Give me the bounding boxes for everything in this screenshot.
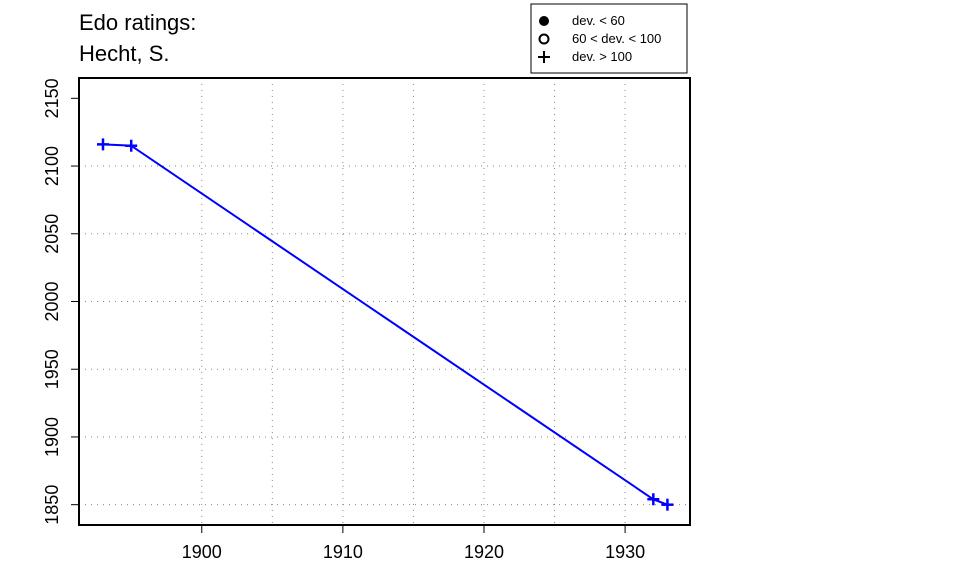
grid [79,78,690,525]
y-axis: 1850 1900 1950 2000 2050 2100 2150 [42,78,79,525]
chart-title-line-1: Edo ratings: [79,10,196,35]
x-tick-label-1910: 1910 [323,542,363,562]
chart-title-line-2: Hecht, S. [79,41,169,66]
series-layer [96,138,674,511]
x-tick-label-1930: 1930 [605,542,645,562]
data-point-plus-icon-3 [647,493,660,506]
y-tick-label-2000: 2000 [42,281,62,321]
plot-frame [78,77,691,526]
y-tick-label-1850: 1850 [42,485,62,525]
x-tick-label-1900: 1900 [182,542,222,562]
legend-marker-plus-icon [538,51,550,63]
legend-marker-filled-circle-icon [539,16,549,26]
legend-label-dev-60-100: 60 < dev. < 100 [572,31,661,46]
data-point-plus-icon-1 [96,138,109,151]
legend-label-dev-lt-60: dev. < 60 [572,13,625,28]
y-tick-label-1950: 1950 [42,349,62,389]
y-tick-label-2150: 2150 [42,78,62,118]
legend: dev. < 60 60 < dev. < 100 dev. > 100 [530,3,688,74]
y-tick-label-2050: 2050 [42,214,62,254]
legend-marker-open-circle-icon [538,33,550,45]
x-tick-label-1920: 1920 [464,542,504,562]
series-line-0 [102,143,668,506]
data-point-plus-icon-4 [661,498,674,511]
data-point-plus-icon-2 [125,139,138,152]
legend-box [530,3,688,74]
x-axis: 1900 1910 1920 1930 [182,525,645,562]
y-tick-label-2100: 2100 [42,146,62,186]
y-tick-label-1900: 1900 [42,417,62,457]
legend-label-dev-gt-100: dev. > 100 [572,49,632,64]
